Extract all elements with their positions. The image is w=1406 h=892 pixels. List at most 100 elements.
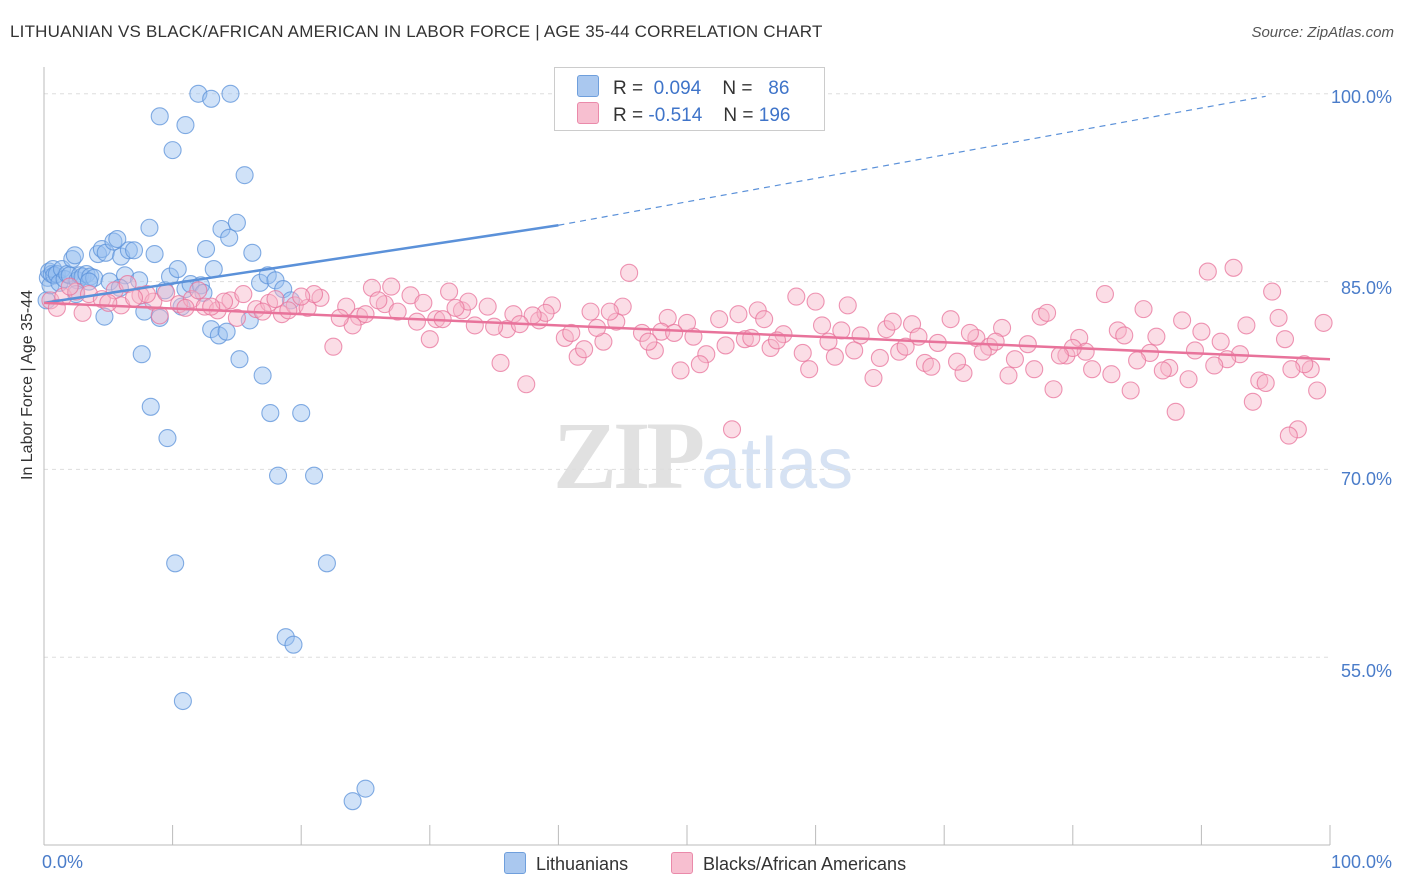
point-lithuanians-72 bbox=[269, 466, 288, 485]
point-lithuanians-63 bbox=[173, 691, 192, 711]
point-blacks-135 bbox=[99, 293, 118, 312]
legend-r-value: 0.094 bbox=[653, 78, 702, 99]
point-blacks-44 bbox=[607, 312, 626, 331]
point-blacks-125 bbox=[999, 366, 1018, 385]
legend-swatch-pink bbox=[577, 102, 599, 124]
point-blacks-184 bbox=[1243, 392, 1262, 411]
point-blacks-75 bbox=[1005, 350, 1024, 369]
point-blacks-89 bbox=[1185, 341, 1205, 360]
point-blacks-141 bbox=[330, 308, 349, 327]
point-blacks-147 bbox=[562, 323, 581, 342]
point-blacks-161 bbox=[1102, 365, 1121, 384]
point-blacks-78 bbox=[1044, 380, 1063, 399]
point-lithuanians-74 bbox=[284, 635, 303, 654]
legend-n-label: N = bbox=[723, 105, 754, 126]
point-blacks-41 bbox=[568, 347, 587, 366]
point-lithuanians-26 bbox=[108, 229, 127, 249]
point-blacks-140 bbox=[292, 287, 311, 306]
point-lithuanians-38 bbox=[168, 260, 187, 279]
point-blacks-174 bbox=[665, 323, 684, 342]
point-blacks-61 bbox=[825, 347, 844, 366]
point-blacks-180 bbox=[1128, 351, 1147, 370]
point-blacks-59 bbox=[800, 360, 819, 379]
legend-n-value: 196 bbox=[758, 105, 791, 126]
point-blacks-170 bbox=[356, 305, 375, 324]
point-lithuanians-49 bbox=[243, 243, 262, 262]
point-blacks-84 bbox=[1121, 381, 1140, 400]
point-blacks-165 bbox=[1256, 373, 1275, 393]
point-lithuanians-33 bbox=[140, 218, 159, 237]
point-blacks-181 bbox=[1205, 356, 1224, 375]
point-lithuanians-14 bbox=[65, 246, 84, 265]
point-blacks-128 bbox=[1115, 326, 1134, 345]
point-lithuanians-59 bbox=[132, 345, 151, 364]
legend-swatch-blue bbox=[577, 75, 599, 97]
point-blacks-29 bbox=[414, 293, 433, 312]
point-blacks-76 bbox=[1018, 335, 1037, 354]
point-blacks-126 bbox=[1038, 303, 1057, 322]
point-blacks-148 bbox=[600, 302, 619, 321]
point-blacks-117 bbox=[690, 355, 709, 374]
point-blacks-93 bbox=[1237, 316, 1256, 335]
watermark-zip: ZIP bbox=[553, 402, 705, 509]
legend-row-blacks: R = -0.514 N = 196 bbox=[577, 102, 790, 128]
point-blacks-62 bbox=[838, 296, 857, 315]
point-blacks-96 bbox=[1275, 330, 1295, 349]
point-lithuanians-24 bbox=[100, 272, 119, 291]
point-blacks-182 bbox=[1282, 360, 1301, 379]
correlation-legend: R = 0.094 N = 86 R = -0.514 N = 196 bbox=[554, 67, 825, 131]
point-blacks-45 bbox=[620, 263, 639, 282]
point-blacks-123 bbox=[922, 357, 941, 376]
legend-r-label: R = bbox=[613, 105, 644, 126]
point-blacks-95 bbox=[1263, 282, 1282, 301]
point-blacks-104 bbox=[189, 281, 208, 300]
point-blacks-105 bbox=[227, 308, 246, 327]
trend-line-lithuanians bbox=[43, 224, 559, 305]
point-blacks-185 bbox=[1279, 426, 1298, 445]
point-lithuanians-48 bbox=[235, 166, 254, 185]
point-blacks-49 bbox=[671, 361, 690, 380]
point-blacks-91 bbox=[1211, 332, 1230, 351]
bottom-legend-lithuanians: Lithuanians bbox=[504, 852, 628, 875]
point-blacks-145 bbox=[485, 317, 504, 336]
point-lithuanians-47 bbox=[227, 213, 246, 232]
bottom-legend-swatch-blue bbox=[504, 852, 526, 874]
legend-row-lithuanians: R = 0.094 N = 86 bbox=[577, 75, 789, 101]
point-blacks-52 bbox=[710, 310, 729, 329]
point-blacks-143 bbox=[407, 312, 426, 331]
point-lithuanians-84 bbox=[202, 89, 221, 108]
watermark-atlas: atlas bbox=[701, 424, 854, 504]
point-blacks-134 bbox=[60, 277, 79, 296]
point-blacks-179 bbox=[1050, 346, 1069, 365]
point-blacks-70 bbox=[941, 310, 960, 329]
point-lithuanians-29 bbox=[119, 241, 138, 260]
point-blacks-97 bbox=[1288, 420, 1307, 439]
point-blacks-168 bbox=[202, 297, 221, 316]
point-blacks-53 bbox=[722, 420, 742, 439]
watermark: ZIPatlas bbox=[553, 400, 853, 511]
point-lithuanians-73 bbox=[276, 628, 295, 647]
point-blacks-159 bbox=[1025, 360, 1044, 379]
point-lithuanians-43 bbox=[196, 239, 216, 259]
point-lithuanians-77 bbox=[317, 554, 336, 573]
point-lithuanians-46 bbox=[220, 228, 239, 247]
point-blacks-86 bbox=[1147, 327, 1166, 346]
point-blacks-27 bbox=[388, 302, 407, 321]
point-lithuanians-34 bbox=[145, 244, 164, 264]
point-blacks-65 bbox=[877, 320, 896, 339]
point-blacks-34 bbox=[478, 297, 497, 316]
point-lithuanians-78 bbox=[343, 792, 362, 811]
point-blacks-114 bbox=[575, 340, 594, 359]
point-blacks-149 bbox=[639, 332, 658, 351]
point-blacks-64 bbox=[864, 368, 883, 388]
point-blacks-81 bbox=[1083, 360, 1102, 379]
point-blacks-71 bbox=[954, 363, 973, 383]
point-blacks-109 bbox=[382, 277, 401, 296]
point-blacks-92 bbox=[1224, 258, 1243, 277]
point-lithuanians-71 bbox=[261, 403, 280, 423]
point-blacks-99 bbox=[1314, 313, 1333, 332]
point-lithuanians-76 bbox=[305, 466, 324, 485]
point-blacks-15 bbox=[234, 285, 253, 304]
point-lithuanians-30 bbox=[124, 241, 144, 260]
